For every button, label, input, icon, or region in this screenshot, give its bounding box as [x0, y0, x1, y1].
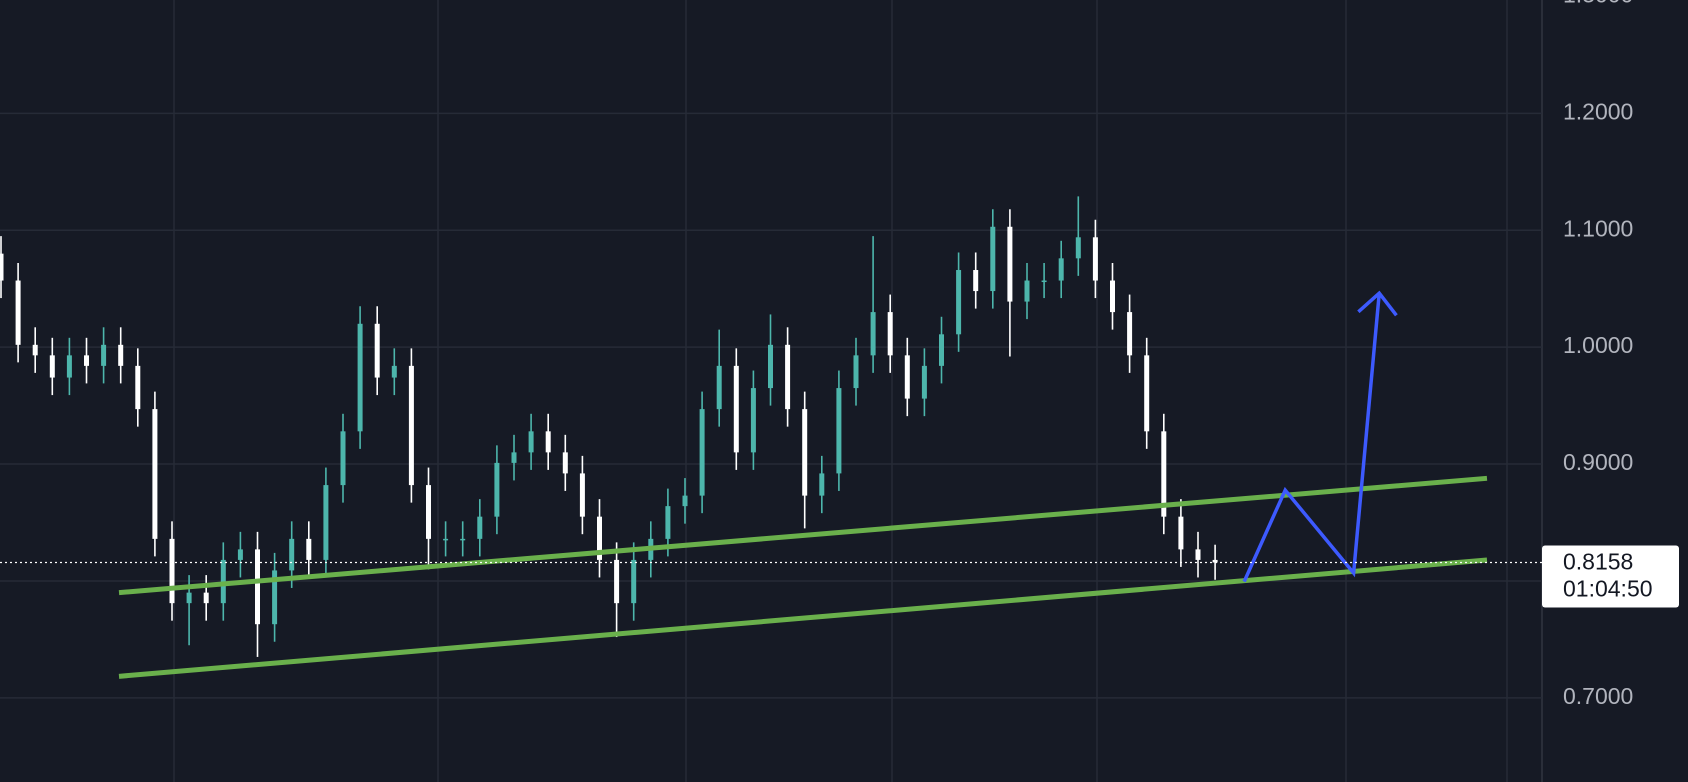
candle-body [1058, 258, 1064, 281]
candle-body [374, 323, 380, 378]
last-price-label: 0.8158 [1563, 549, 1633, 575]
candle-body [1144, 355, 1150, 432]
candle-body [1127, 312, 1133, 356]
countdown-label: 01:04:50 [1563, 576, 1653, 602]
candle-body [904, 355, 910, 399]
candle-body [152, 409, 158, 539]
candle-body [750, 388, 756, 453]
last-price-box [1542, 545, 1679, 608]
candle-body [1092, 237, 1098, 281]
candle-body [272, 570, 278, 625]
candle-body [0, 253, 4, 281]
candle-body [853, 355, 859, 389]
candle-body [15, 280, 21, 345]
candle-body [357, 323, 363, 432]
candle-body [768, 344, 773, 389]
candle-body [186, 592, 192, 604]
candle-body [1041, 280, 1047, 283]
candle-body [1161, 431, 1167, 517]
candle-body [203, 592, 209, 604]
candle-body [870, 312, 876, 356]
candle-body [579, 473, 585, 517]
y-tick-label: 1.2000 [1563, 98, 1633, 124]
candle-body [921, 365, 927, 399]
candle-body [289, 538, 295, 571]
y-tick-label: 0.7000 [1563, 683, 1633, 709]
y-tick-label: 1.0000 [1563, 332, 1633, 358]
candle-body [699, 409, 705, 496]
candle-body [597, 516, 602, 560]
candle-body [84, 355, 89, 366]
candle-body [443, 538, 449, 541]
candle-body [733, 365, 739, 453]
candle-body [819, 473, 825, 496]
drawn-path [1242, 293, 1382, 583]
time-grid [173, 0, 1508, 782]
candle-body [1110, 280, 1115, 313]
candle-body [785, 344, 791, 410]
candle-body [340, 431, 346, 486]
trendline [118, 475, 1488, 596]
candle-body [665, 506, 671, 539]
arrow-head [1357, 290, 1398, 317]
candle-body [1007, 226, 1013, 302]
candle-body [836, 388, 842, 474]
y-tick-label: 0.9000 [1563, 449, 1633, 475]
candle-body [887, 312, 893, 356]
candle-body [391, 365, 397, 378]
candle-body [101, 344, 107, 366]
candle-body [990, 226, 996, 292]
candle-body [460, 538, 466, 541]
candle-body [237, 549, 243, 560]
candle-body [426, 485, 431, 539]
candle-body [255, 549, 260, 625]
candle-body [939, 334, 944, 366]
candle-body [118, 344, 124, 366]
candle-body [802, 409, 808, 496]
candle-body [32, 344, 38, 356]
candle-body [1195, 549, 1201, 560]
candle-body [631, 559, 637, 604]
candle-body [1024, 280, 1030, 302]
candle-body [477, 516, 483, 539]
candle-body [682, 495, 688, 507]
y-tick-label: 1.1000 [1563, 215, 1633, 241]
candle-body [494, 462, 500, 517]
candle-body [408, 365, 414, 486]
candle-body [956, 270, 962, 335]
candle-body [135, 365, 141, 410]
candle-body [306, 538, 312, 560]
candle-body [323, 485, 329, 560]
candle-body [562, 452, 568, 474]
candle-body [614, 559, 620, 604]
candle-body [528, 431, 534, 453]
candle-body [973, 270, 979, 292]
candle-body [511, 452, 517, 463]
candle-body [169, 538, 175, 604]
candle-body [545, 431, 551, 453]
candle-body [1178, 516, 1184, 550]
candle-body [66, 355, 72, 378]
trendline [118, 557, 1488, 679]
y-tick-label: 1.3000 [1563, 0, 1633, 8]
candle-body [1075, 237, 1081, 259]
candle-body [716, 365, 722, 410]
candle-body [49, 355, 55, 378]
candle-body [1212, 559, 1218, 563]
